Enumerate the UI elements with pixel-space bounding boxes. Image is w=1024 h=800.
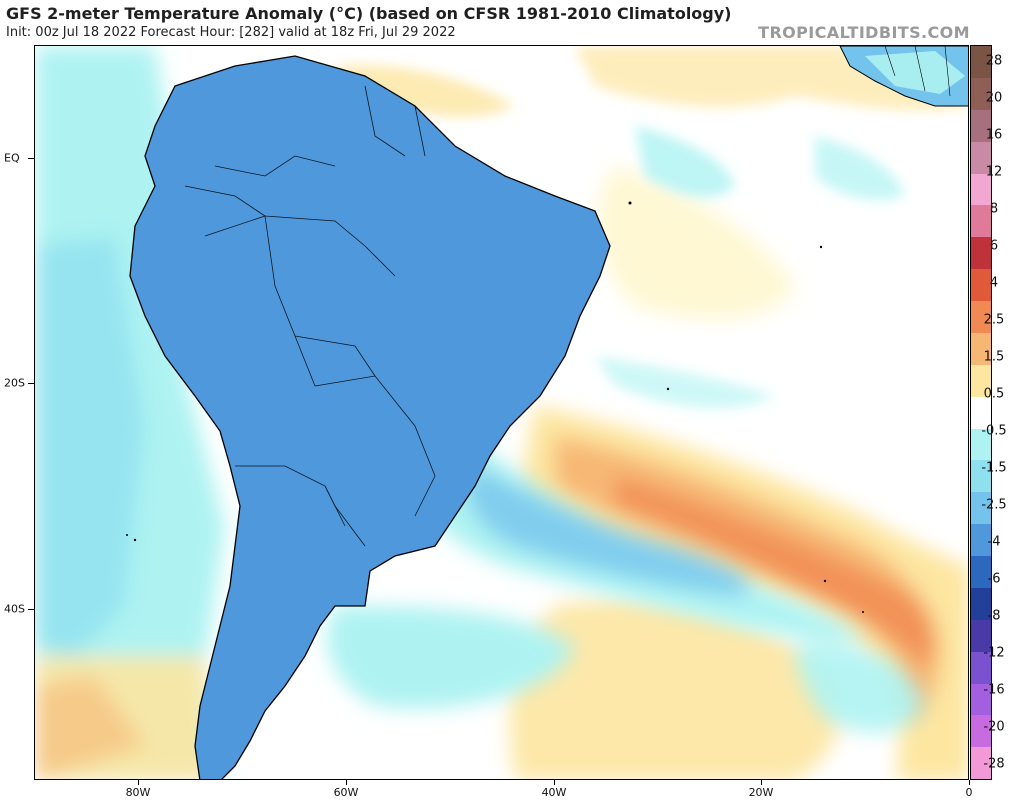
colorbar-swatch [971,396,991,429]
colorbar-label: 1.5 [983,349,1005,365]
colorbar-label: -12 [983,645,1005,661]
colorbar-swatch [971,46,991,78]
colorbar-swatch [971,301,991,333]
country-borders [184,85,436,547]
colorbar-swatch [971,651,991,684]
colorbar-swatch [971,619,991,652]
colorbar-swatch [971,747,991,780]
colorbar-swatch [971,269,991,301]
colorbar-swatch [971,109,991,142]
colorbar-swatch [971,556,991,588]
longitude-label: 80W [125,786,151,799]
colorbar-label: -4 [987,534,1001,550]
anomaly-map [34,45,969,780]
latitude-label: EQ [4,151,20,165]
colorbar-label: -6 [987,571,1001,587]
africa-corner [839,46,968,107]
map-title: GFS 2-meter Temperature Anomaly (°C) (ba… [6,4,732,23]
site-credit: TROPICALTIDBITS.COM [758,23,970,42]
longitude-tick [138,780,139,785]
latitude-tick [28,383,34,384]
longitude-tick [761,780,762,785]
longitude-label: 40W [541,786,567,799]
colorbar-label: -0.5 [981,423,1007,439]
colorbar-swatch [971,173,991,206]
colorbar-swatch [971,428,991,461]
colorbar-swatch [971,364,991,397]
colorbar-label: -1.5 [981,460,1007,476]
longitude-tick [554,780,555,785]
anomaly-map-canvas [35,46,968,779]
colorbar-swatch [971,77,991,110]
colorbar-swatch [971,524,991,556]
colorbar-swatch [971,715,991,748]
atlantic-warm-band [509,166,968,779]
colorbar-label: 20 [985,90,1003,106]
colorbar-label: -8 [987,608,1001,624]
latitude-label: 20S [4,376,25,390]
colorbar-label: -20 [983,719,1005,735]
colorbar-swatch [971,141,991,174]
latitude-tick [28,158,34,159]
colorbar-label: 16 [985,127,1003,143]
colorbar-label: 4 [989,275,999,291]
longitude-label: 20W [748,786,774,799]
islands [126,201,864,613]
colorbar-swatch [971,332,991,365]
anomaly-colorbar [970,45,992,780]
longitude-label: 60W [333,786,359,799]
map-subtitle: Init: 00z Jul 18 2022 Forecast Hour: [28… [6,25,456,40]
longitude-label: 0 [965,786,973,799]
colorbar-label: 8 [989,201,999,217]
colorbar-swatch [971,205,991,238]
colorbar-label: -16 [983,682,1005,698]
colorbar-swatch [971,683,991,716]
longitude-tick [969,780,970,785]
colorbar-label: 0.5 [983,386,1005,402]
colorbar-label: 12 [985,164,1003,180]
colorbar-label: 6 [989,238,999,254]
longitude-tick [346,780,347,785]
latitude-label: 40S [4,602,25,616]
colorbar-label: 2.5 [983,312,1005,328]
colorbar-swatch [971,492,991,525]
colorbar-swatch [971,460,991,493]
south-atlantic-cool-anomaly [327,426,925,733]
colorbar-swatch [971,237,991,270]
latitude-tick [28,609,34,610]
colorbar-label: -2.5 [981,497,1007,513]
colorbar-label: -28 [983,756,1005,772]
colorbar-label: 28 [985,53,1003,69]
colorbar-swatch [971,587,991,620]
